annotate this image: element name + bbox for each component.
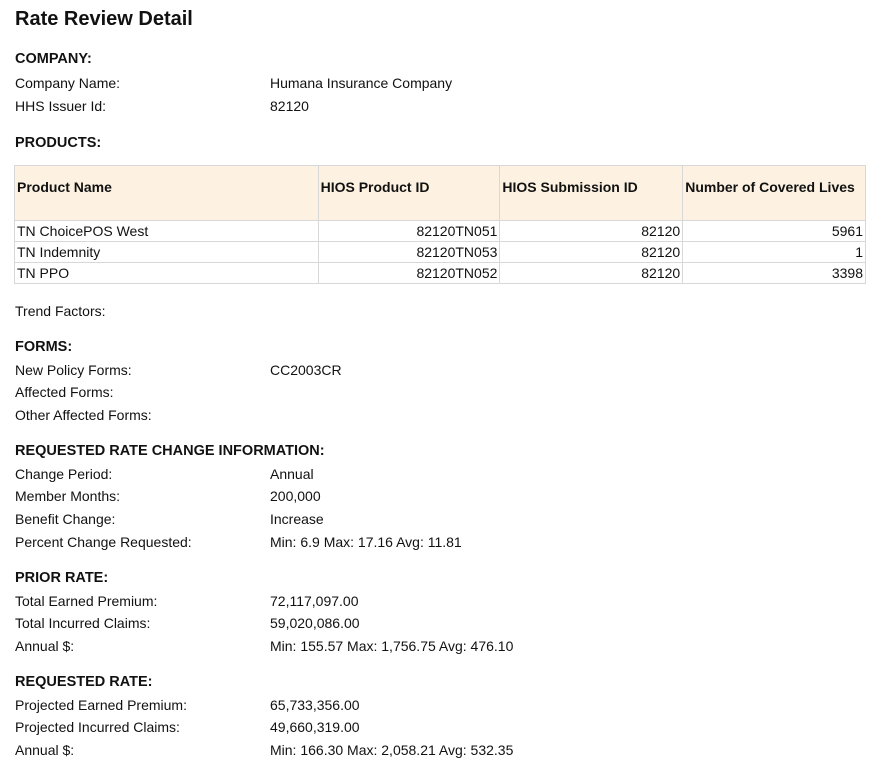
requested-change-row: Member Months: 200,000 bbox=[15, 485, 865, 507]
requested-rate-row: Projected Earned Premium: 65,733,356.00 bbox=[15, 694, 865, 716]
hios-product-id: 82120TN051 bbox=[317, 220, 501, 242]
trend-factors-row: Trend Factors: bbox=[15, 300, 865, 322]
field-label: Annual $: bbox=[15, 638, 75, 654]
product-name: TN PPO bbox=[14, 262, 319, 284]
company-heading: COMPANY: bbox=[15, 51, 92, 67]
table-row: TN ChoicePOS West 82120TN051 82120 5961 bbox=[14, 220, 866, 242]
covered-lives: 5961 bbox=[682, 220, 866, 242]
field-value: Min: 155.57 Max: 1,756.75 Avg: 476.10 bbox=[270, 638, 514, 654]
requested-rate-row: Projected Incurred Claims: 49,660,319.00 bbox=[15, 716, 865, 738]
hios-submission-id: 82120 bbox=[499, 262, 684, 284]
company-name-row: Company Name: Humana Insurance Company bbox=[15, 72, 865, 94]
field-label: Affected Forms: bbox=[15, 384, 114, 400]
issuer-id-row: HHS Issuer Id: 82120 bbox=[15, 95, 865, 117]
field-value: 82120 bbox=[270, 98, 309, 114]
field-label: Company Name: bbox=[15, 75, 121, 91]
requested-rate-heading: REQUESTED RATE: bbox=[15, 674, 153, 690]
field-value: Min: 166.30 Max: 2,058.21 Avg: 532.35 bbox=[270, 742, 514, 758]
column-header: Number of Covered Lives bbox=[682, 165, 866, 221]
product-name: TN ChoicePOS West bbox=[14, 220, 319, 242]
product-name: TN Indemnity bbox=[14, 241, 319, 263]
prior-rate-heading: PRIOR RATE: bbox=[15, 570, 109, 586]
field-value: Increase bbox=[270, 511, 324, 527]
page-title: Rate Review Detail bbox=[15, 8, 193, 30]
hios-product-id: 82120TN053 bbox=[317, 241, 501, 263]
requested-change-heading: REQUESTED RATE CHANGE INFORMATION: bbox=[15, 443, 325, 459]
hios-product-id: 82120TN052 bbox=[317, 262, 501, 284]
column-header: Product Name bbox=[14, 165, 319, 221]
covered-lives: 1 bbox=[682, 241, 866, 263]
forms-row: Affected Forms: bbox=[15, 381, 865, 403]
field-label: Projected Incurred Claims: bbox=[15, 719, 180, 735]
requested-rate-row: Annual $: Min: 166.30 Max: 2,058.21 Avg: … bbox=[15, 739, 865, 761]
field-label: Projected Earned Premium: bbox=[15, 697, 187, 713]
field-label: Member Months: bbox=[15, 488, 121, 504]
table-row: TN Indemnity 82120TN053 82120 1 bbox=[14, 241, 866, 263]
field-value: Min: 6.9 Max: 17.16 Avg: 11.81 bbox=[270, 534, 462, 550]
prior-rate-row: Annual $: Min: 155.57 Max: 1,756.75 Avg: … bbox=[15, 635, 865, 657]
forms-row: Other Affected Forms: bbox=[15, 404, 865, 426]
field-value: 200,000 bbox=[270, 488, 321, 504]
field-label: Change Period: bbox=[15, 466, 113, 482]
column-header: HIOS Submission ID bbox=[499, 165, 684, 221]
prior-rate-row: Total Earned Premium: 72,117,097.00 bbox=[15, 590, 865, 612]
requested-change-row: Benefit Change: Increase bbox=[15, 508, 865, 530]
field-label: HHS Issuer Id: bbox=[15, 98, 107, 114]
requested-change-row: Percent Change Requested: Min: 6.9 Max: 1… bbox=[15, 531, 865, 553]
products-heading: PRODUCTS: bbox=[15, 135, 102, 151]
table-header-row: Product Name HIOS Product ID HIOS Submis… bbox=[14, 165, 866, 221]
field-label: New Policy Forms: bbox=[15, 362, 132, 378]
forms-row: New Policy Forms: CC2003CR bbox=[15, 359, 865, 381]
column-header: HIOS Product ID bbox=[317, 165, 501, 221]
field-label: Total Incurred Claims: bbox=[15, 615, 151, 631]
field-label: Annual $: bbox=[15, 742, 75, 758]
field-value: 65,733,356.00 bbox=[270, 697, 360, 713]
covered-lives: 3398 bbox=[682, 262, 866, 284]
field-value: 59,020,086.00 bbox=[270, 615, 360, 631]
hios-submission-id: 82120 bbox=[499, 241, 684, 263]
products-table: Product Name HIOS Product ID HIOS Submis… bbox=[14, 165, 866, 284]
field-value: 72,117,097.00 bbox=[270, 593, 359, 609]
field-value: CC2003CR bbox=[270, 362, 342, 378]
field-value: Annual bbox=[270, 466, 314, 482]
prior-rate-row: Total Incurred Claims: 59,020,086.00 bbox=[15, 612, 865, 634]
field-label: Total Earned Premium: bbox=[15, 593, 158, 609]
field-label: Benefit Change: bbox=[15, 511, 116, 527]
field-value: Humana Insurance Company bbox=[270, 75, 453, 91]
field-value: 49,660,319.00 bbox=[270, 719, 360, 735]
requested-change-row: Change Period: Annual bbox=[15, 463, 865, 485]
field-label: Other Affected Forms: bbox=[15, 407, 152, 423]
table-row: TN PPO 82120TN052 82120 3398 bbox=[14, 262, 866, 284]
field-label: Trend Factors: bbox=[15, 303, 106, 319]
hios-submission-id: 82120 bbox=[499, 220, 684, 242]
forms-heading: FORMS: bbox=[15, 339, 73, 355]
field-label: Percent Change Requested: bbox=[15, 534, 192, 550]
